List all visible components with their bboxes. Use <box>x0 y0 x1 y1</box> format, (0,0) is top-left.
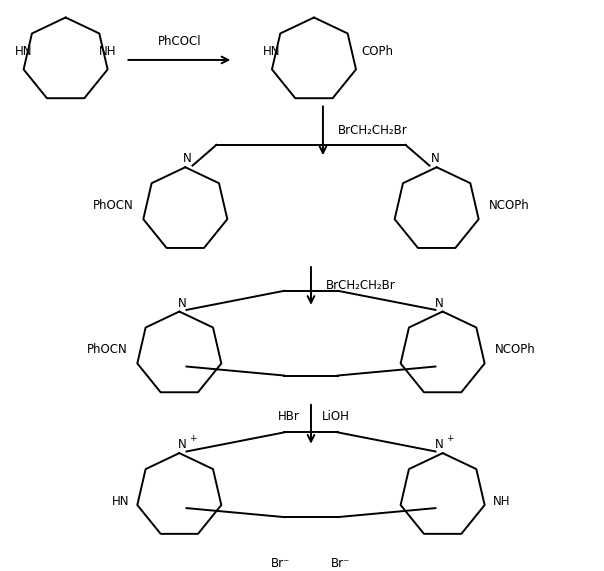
Text: N: N <box>178 297 187 310</box>
Text: +: + <box>188 435 196 443</box>
Text: Br⁻: Br⁻ <box>271 557 291 570</box>
Text: HN: HN <box>14 45 32 58</box>
Text: BrCH₂CH₂Br: BrCH₂CH₂Br <box>326 279 396 292</box>
Text: BrCH₂CH₂Br: BrCH₂CH₂Br <box>338 124 408 137</box>
Text: N: N <box>431 151 439 164</box>
Text: PhOCN: PhOCN <box>86 343 127 356</box>
Text: N: N <box>435 439 444 452</box>
Text: NH: NH <box>99 45 117 58</box>
Text: NCOPh: NCOPh <box>489 199 530 212</box>
Text: LiOH: LiOH <box>322 409 350 423</box>
Text: N: N <box>435 297 444 310</box>
Text: +: + <box>446 435 454 443</box>
Text: HN: HN <box>112 496 129 508</box>
Text: Br⁻: Br⁻ <box>331 557 350 570</box>
Text: N: N <box>178 439 187 452</box>
Text: HN: HN <box>263 45 280 58</box>
Text: NH: NH <box>493 496 510 508</box>
Text: PhCOCl: PhCOCl <box>158 35 201 48</box>
Text: NCOPh: NCOPh <box>495 343 536 356</box>
Text: N: N <box>183 151 191 164</box>
Text: PhOCN: PhOCN <box>92 199 133 212</box>
Text: HBr: HBr <box>278 409 300 423</box>
Text: COPh: COPh <box>362 45 394 58</box>
